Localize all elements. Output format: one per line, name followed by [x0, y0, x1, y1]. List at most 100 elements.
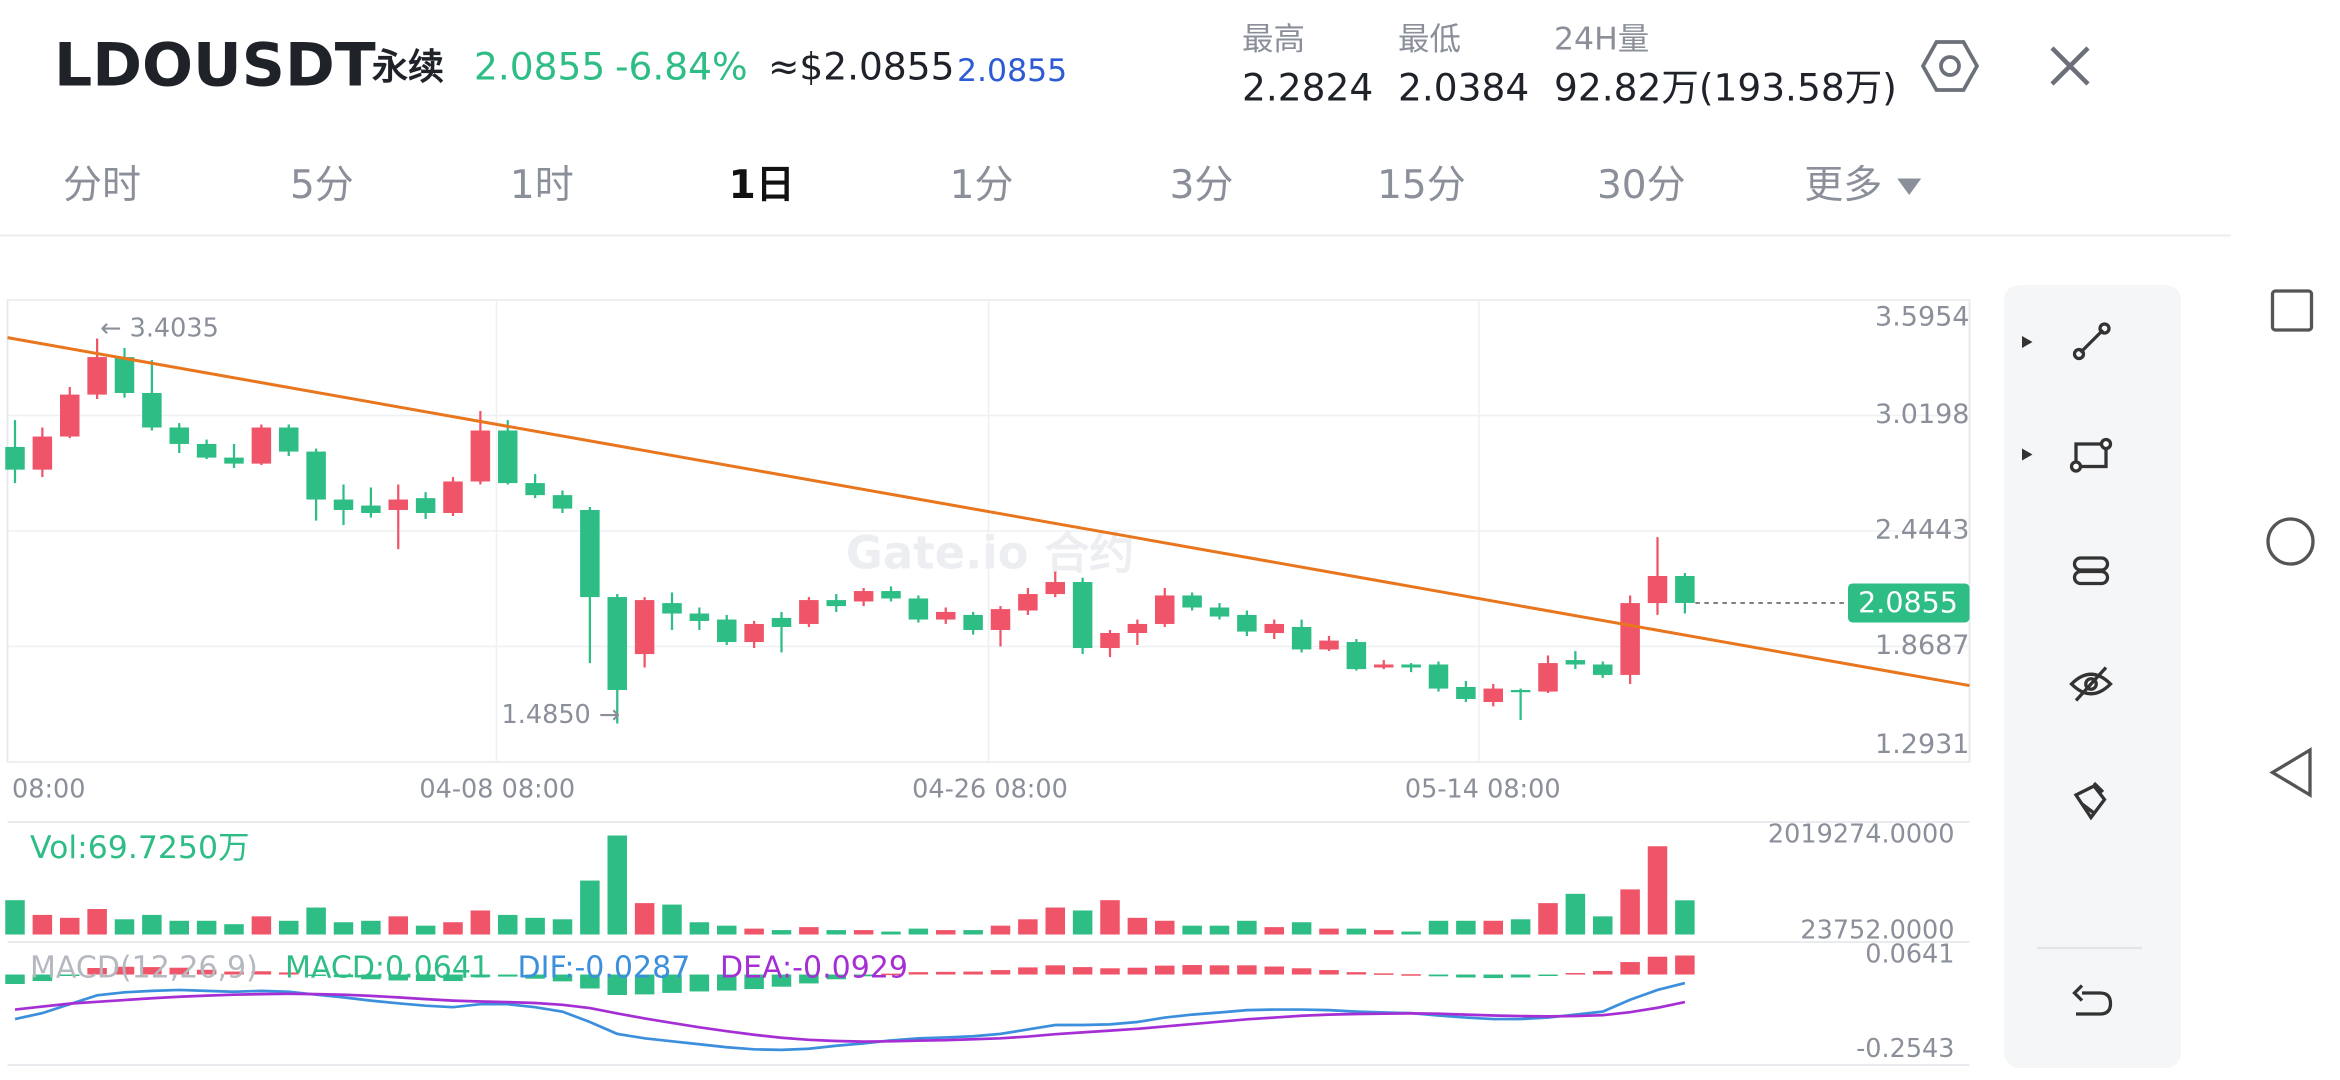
x-tick-label: 08:00 [12, 775, 86, 805]
candle-body [1483, 688, 1503, 703]
interval-tab[interactable]: 更多 [1804, 163, 1882, 208]
y-tick-label: 2019274.0000 [1768, 820, 1955, 850]
home-button[interactable] [2266, 517, 2315, 566]
volume-bar [634, 903, 655, 935]
volume-bar [114, 919, 135, 935]
trend-line [7, 336, 1970, 688]
candle-body [881, 591, 901, 599]
stat-label: 最高 [1242, 22, 1305, 58]
candle-body [1127, 623, 1148, 633]
close-button[interactable] [2050, 46, 2090, 86]
volume-bar [1647, 846, 1668, 935]
interval-tab[interactable]: 1分 [950, 163, 1014, 208]
volume-bar [361, 920, 381, 935]
candle-body [689, 613, 710, 621]
macd-bar [306, 974, 326, 977]
candle-body [826, 600, 846, 607]
volume-bar [1510, 919, 1531, 935]
candle-body [1593, 664, 1613, 675]
macd-bar [826, 974, 846, 980]
macd-bar [662, 974, 682, 993]
settings-button[interactable] [1920, 40, 1980, 92]
volume-bar [498, 914, 518, 935]
volume-bar [525, 917, 545, 935]
volume-bar [169, 920, 189, 935]
indicator-line [14, 992, 1686, 1043]
candle-body [196, 443, 217, 458]
macd-bar [1346, 972, 1367, 975]
x-tick-label: 05-14 08:00 [1405, 775, 1561, 805]
macd-bar [388, 974, 408, 981]
macd-bar [498, 974, 518, 977]
rect-tool[interactable] [2069, 437, 2113, 473]
candle-body [744, 623, 764, 643]
candle-body [1565, 660, 1586, 665]
volume-bar [415, 925, 436, 935]
dropdown-arrow [1897, 178, 1922, 195]
volume-bar [1456, 920, 1476, 935]
y-tick-label: 2.4443 [1875, 514, 1969, 545]
macd-bar [1456, 974, 1476, 978]
macd-bar [1018, 967, 1038, 975]
candle-body [306, 451, 326, 500]
macd-bar [990, 970, 1011, 975]
hide-tool[interactable] [2069, 666, 2113, 702]
macd-bar [1155, 965, 1175, 975]
volume-bar [443, 922, 463, 935]
candle-body [1428, 664, 1449, 689]
macd-bar [1510, 974, 1531, 978]
candle-body [415, 498, 436, 513]
interval-tab[interactable]: 3分 [1170, 163, 1234, 208]
volume-title: Vol:69.7250万 [30, 830, 250, 866]
candle-body [279, 427, 299, 452]
interval-tab[interactable]: 30分 [1597, 163, 1686, 208]
candle-body [1072, 582, 1093, 649]
drawing-toolbar [2004, 285, 2181, 1068]
volume-bar [1072, 910, 1093, 935]
volume-bar [1428, 920, 1449, 935]
x-tick-label: 04-08 08:00 [419, 775, 575, 805]
volume-bar [580, 880, 600, 935]
interval-tab[interactable]: 1日 [729, 163, 795, 208]
volume-bar [1401, 931, 1421, 935]
volume-bar [908, 928, 929, 935]
macd-bar [634, 974, 655, 995]
macd-bar [114, 966, 135, 975]
macd-bar [1291, 968, 1312, 975]
interval-tab[interactable]: 1时 [510, 163, 574, 208]
candle-body [607, 597, 627, 690]
volume-bar [990, 925, 1011, 935]
macd-bar [799, 974, 819, 984]
macd-bar [689, 974, 710, 992]
candle-body [470, 430, 491, 482]
clear-tool[interactable] [2073, 781, 2107, 821]
macd-bar [771, 974, 792, 987]
candle-body [1291, 626, 1312, 650]
interval-tab[interactable]: 15分 [1377, 163, 1466, 208]
line-tool[interactable] [2072, 322, 2111, 361]
volume-bar [306, 907, 326, 935]
back-button[interactable] [2269, 747, 2312, 798]
undo-tool[interactable] [2072, 984, 2113, 1016]
path-tool[interactable] [2072, 556, 2110, 586]
candle-body [443, 481, 463, 513]
interval-tab[interactable]: 5分 [290, 163, 354, 208]
candle-body [990, 609, 1011, 630]
macd-bar [415, 974, 436, 982]
volume-bar [771, 930, 792, 935]
system-nav [2266, 289, 2315, 798]
volume-bar [1018, 919, 1038, 935]
candle-body [662, 603, 682, 614]
candle-body [1045, 582, 1065, 595]
volume-bar [142, 914, 162, 935]
macd-bar [142, 967, 162, 975]
volume-bar [1237, 920, 1257, 935]
candle-body [1319, 640, 1339, 650]
mark-price: 2.0855 [957, 53, 1067, 89]
volume-bar [936, 930, 956, 935]
interval-tab[interactable]: 分时 [63, 163, 141, 208]
recents-button[interactable] [2270, 289, 2314, 332]
volume-bar [196, 920, 217, 935]
macd-bar [525, 974, 545, 979]
volume-bar [87, 909, 107, 935]
